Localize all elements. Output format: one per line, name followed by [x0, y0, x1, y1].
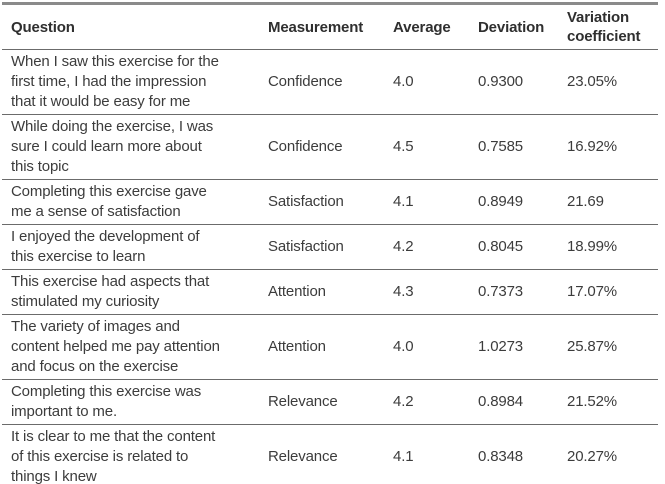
cell-deviation: 0.8949	[478, 193, 523, 210]
cell-average: 4.1	[393, 448, 414, 465]
cell-deviation: 1.0273	[478, 338, 523, 355]
cell-question: Completing this exercise was important t…	[11, 383, 202, 420]
cell-average: 4.2	[393, 238, 414, 255]
cell-measurement: Confidence	[268, 138, 343, 155]
cell-question: When I saw this exercise for the first t…	[11, 53, 219, 110]
table-body: When I saw this exercise for the first t…	[2, 50, 658, 484]
cell-measurement: Satisfaction	[268, 193, 344, 210]
cell-variation: 25.87%	[567, 338, 617, 355]
cell-question: While doing the exercise, I was sure I c…	[11, 118, 214, 175]
cell-average: 4.1	[393, 193, 414, 210]
table-row: Completing this exercise was important t…	[2, 380, 658, 425]
cell-measurement: Attention	[268, 338, 326, 355]
cell-deviation: 0.7585	[478, 138, 523, 155]
cell-variation: 23.05%	[567, 73, 617, 90]
cell-deviation: 0.9300	[478, 73, 523, 90]
col-header-variation-coefficient: Variation coefficient	[567, 9, 641, 45]
cell-measurement: Satisfaction	[268, 238, 344, 255]
cell-average: 4.3	[393, 283, 414, 300]
col-header-question: Question	[11, 18, 75, 36]
table-row: While doing the exercise, I was sure I c…	[2, 115, 658, 180]
cell-variation: 21.69	[567, 193, 604, 210]
cell-variation: 20.27%	[567, 448, 617, 465]
table-row: When I saw this exercise for the first t…	[2, 50, 658, 115]
cell-variation: 21.52%	[567, 393, 617, 410]
cell-deviation: 0.8045	[478, 238, 523, 255]
cell-average: 4.0	[393, 338, 414, 355]
header-row: Question Measurement Average Deviation V…	[2, 4, 658, 50]
cell-average: 4.2	[393, 393, 414, 410]
cell-variation: 17.07%	[567, 283, 617, 300]
cell-variation: 16.92%	[567, 138, 617, 155]
cell-measurement: Relevance	[268, 448, 338, 465]
table-row: Completing this exercise gave me a sense…	[2, 180, 658, 225]
cell-deviation: 0.7373	[478, 283, 523, 300]
col-header-measurement: Measurement	[268, 18, 364, 36]
cell-question: It is clear to me that the content of th…	[11, 428, 216, 484]
cell-deviation: 0.8348	[478, 448, 523, 465]
cell-question: Completing this exercise gave me a sense…	[11, 183, 207, 220]
table-row: The variety of images and content helped…	[2, 315, 658, 380]
cell-measurement: Attention	[268, 283, 326, 300]
cell-measurement: Confidence	[268, 73, 343, 90]
col-header-average: Average	[393, 18, 451, 36]
cell-question: The variety of images and content helped…	[11, 318, 220, 375]
table-row: I enjoyed the development of this exerci…	[2, 225, 658, 270]
cell-question: I enjoyed the development of this exerci…	[11, 228, 200, 265]
cell-measurement: Relevance	[268, 393, 338, 410]
table-row: It is clear to me that the content of th…	[2, 425, 658, 484]
cell-variation: 18.99%	[567, 238, 617, 255]
col-header-deviation: Deviation	[478, 18, 545, 36]
cell-average: 4.5	[393, 138, 414, 155]
table-row: This exercise had aspects that stimulate…	[2, 270, 658, 315]
cell-question: This exercise had aspects that stimulate…	[11, 273, 210, 310]
cell-deviation: 0.8984	[478, 393, 523, 410]
cell-average: 4.0	[393, 73, 414, 90]
